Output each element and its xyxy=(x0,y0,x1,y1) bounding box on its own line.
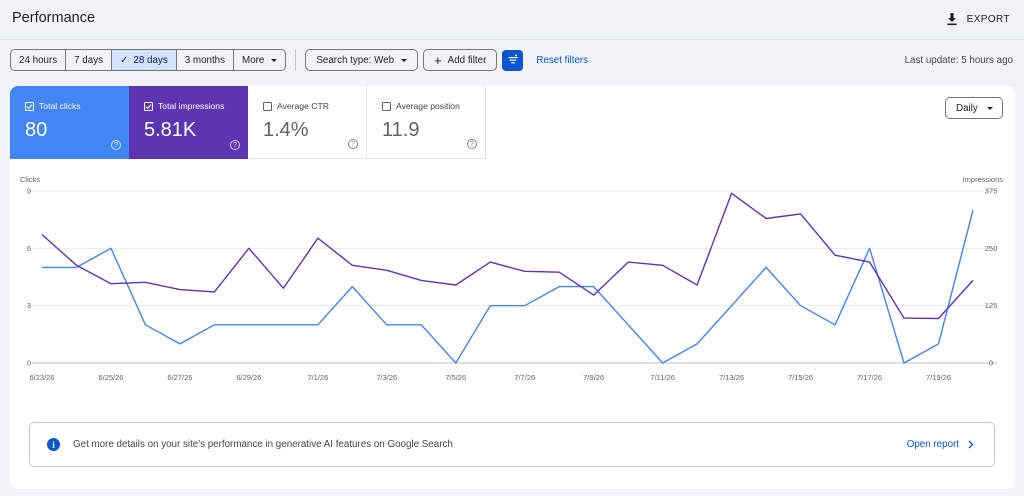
x-tick-label: 6/23/26 xyxy=(29,373,54,382)
y-right-tick-label: 125 xyxy=(985,301,998,310)
reset-filters-link[interactable]: Reset filters xyxy=(536,54,589,66)
caret-down-icon xyxy=(271,58,278,62)
add-filter-label: Add filter xyxy=(447,54,487,66)
metric-label-row: Average CTR xyxy=(263,101,329,111)
help-icon[interactable]: ? xyxy=(467,139,477,149)
chevron-right-icon xyxy=(968,440,974,449)
add-filter-button[interactable]: + Add filter xyxy=(423,49,498,71)
x-tick-label: 7/3/26 xyxy=(376,373,397,382)
page-title: Performance xyxy=(12,10,96,26)
x-tick-label: 7/19/26 xyxy=(926,373,951,382)
help-icon[interactable]: ? xyxy=(230,140,240,150)
metric-value: 1.4% xyxy=(263,119,309,141)
help-icon[interactable]: ? xyxy=(111,140,121,150)
x-tick-label: 7/17/26 xyxy=(857,373,882,382)
metric-value: 11.9 xyxy=(382,119,420,141)
caret-down-icon xyxy=(401,58,408,62)
y-left-axis-title: Clicks xyxy=(20,175,40,184)
metric-total-clicks[interactable]: Total clicks 80 ? xyxy=(10,86,129,159)
download-icon xyxy=(947,13,957,26)
x-tick-label: 7/1/26 xyxy=(307,373,328,382)
metric-label-row: Total clicks xyxy=(25,101,81,111)
x-tick-label: 7/7/26 xyxy=(514,373,535,382)
y-right-tick-label: 0 xyxy=(989,359,993,368)
metric-value: 5.81K xyxy=(144,119,197,141)
y-right-tick-label: 250 xyxy=(985,244,998,253)
y-left-tick-label: 0 xyxy=(27,359,31,368)
metric-label-row: Total impressions xyxy=(144,101,224,111)
y-left-tick-label: 9 xyxy=(27,187,31,196)
metric-total-impressions[interactable]: Total impressions 5.81K ? xyxy=(129,86,248,159)
x-tick-label: 7/15/26 xyxy=(788,373,813,382)
y-right-axis-title: Impressions xyxy=(963,175,1004,184)
caret-down-icon xyxy=(986,106,993,110)
date-range-label: 24 hours xyxy=(19,54,58,66)
metric-average-position[interactable]: Average position 11.9 ? xyxy=(367,86,486,159)
date-range-label: 28 days xyxy=(133,54,168,66)
metric-label-row: Average position xyxy=(382,101,460,111)
filter-list-icon xyxy=(508,54,518,64)
granularity-label: Daily xyxy=(956,102,978,114)
x-tick-label: 6/27/26 xyxy=(167,373,192,382)
date-range-more-dropdown[interactable]: More xyxy=(234,50,285,70)
check-icon: ✓ xyxy=(120,54,129,66)
date-range-28-days[interactable]: ✓ 28 days xyxy=(112,50,177,70)
search-type-dropdown[interactable]: Search type: Web xyxy=(305,49,419,71)
date-range-selector: 24 hours 7 days ✓ 28 days 3 months More xyxy=(10,49,287,71)
y-left-tick-label: 6 xyxy=(27,244,31,253)
export-button[interactable]: EXPORT xyxy=(945,9,1010,29)
date-range-3-months[interactable]: 3 months xyxy=(177,50,235,70)
open-report-link[interactable]: Open report xyxy=(907,439,974,450)
granularity-dropdown[interactable]: Daily xyxy=(945,97,1003,119)
metric-average-ctr[interactable]: Average CTR 1.4% ? xyxy=(248,86,367,159)
x-tick-label: 6/25/26 xyxy=(98,373,123,382)
date-range-label: 7 days xyxy=(74,54,104,66)
plus-icon: + xyxy=(434,52,442,68)
banner-message: Get more details on your site's performa… xyxy=(73,439,453,450)
date-range-7-days[interactable]: 7 days xyxy=(66,50,113,70)
y-left-tick-label: 3 xyxy=(27,301,31,310)
open-report-label: Open report xyxy=(906,439,959,450)
x-tick-label: 7/13/26 xyxy=(719,373,744,382)
filter-bar: 24 hours 7 days ✓ 28 days 3 months More S… xyxy=(10,49,588,71)
x-tick-label: 7/9/26 xyxy=(583,373,604,382)
series-line-impressions xyxy=(41,192,974,320)
series-line-clicks xyxy=(42,209,974,364)
y-right-tick-label: 375 xyxy=(985,187,998,196)
filter-settings-button[interactable] xyxy=(502,49,524,71)
metric-tabs: Total clicks 80 ? Total impressions 5.81… xyxy=(10,86,486,159)
export-label: EXPORT xyxy=(966,13,1010,25)
checkbox-checked-icon[interactable] xyxy=(25,101,34,111)
info-icon: i xyxy=(47,438,60,451)
divider xyxy=(295,49,297,71)
last-update-text: Last update: 5 hours ago xyxy=(904,55,1013,66)
metric-label: Average position xyxy=(396,101,460,111)
x-tick-label: 7/5/26 xyxy=(445,373,466,382)
checkbox-unchecked-icon[interactable] xyxy=(382,101,391,111)
metric-value: 80 xyxy=(25,119,48,141)
metric-label: Total clicks xyxy=(39,101,81,111)
date-range-24-hours[interactable]: 24 hours xyxy=(11,50,67,70)
ai-features-banner: i Get more details on your site's perfor… xyxy=(29,422,995,467)
checkbox-unchecked-icon[interactable] xyxy=(263,101,272,111)
search-type-label: Search type: Web xyxy=(316,54,395,66)
metric-label: Total impressions xyxy=(158,101,225,111)
x-tick-label: 6/29/26 xyxy=(236,373,261,382)
date-range-label: More xyxy=(242,54,265,66)
checkbox-checked-icon[interactable] xyxy=(144,101,153,111)
date-range-label: 3 months xyxy=(184,54,226,66)
help-icon[interactable]: ? xyxy=(348,139,358,149)
x-tick-label: 7/11/26 xyxy=(650,373,674,382)
performance-chart: 0 3 6 9 0 125 250 375 Clicks Impressions 6/23/26 6/… xyxy=(20,175,1004,382)
page-header: Performance EXPORT xyxy=(0,0,1024,40)
performance-card: Total clicks 80 ? Total impressions 5.81… xyxy=(10,86,1015,489)
metric-label: Average CTR xyxy=(277,101,329,111)
